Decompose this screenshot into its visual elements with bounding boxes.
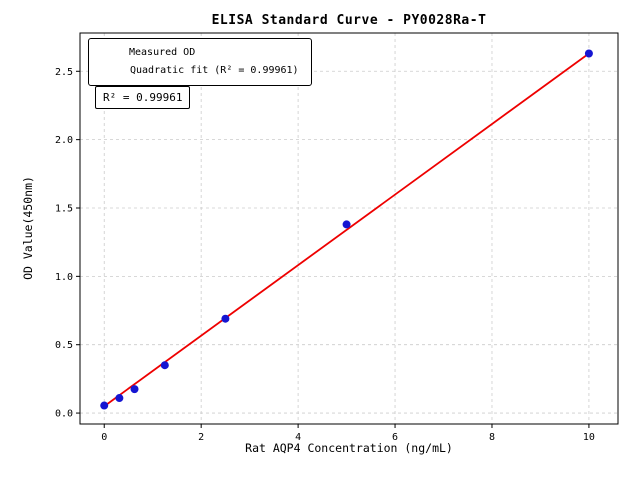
legend-label-quadratic-fit: Quadratic fit (R² = 0.99961) <box>130 65 299 76</box>
legend-entry-measured-od: Measured OD <box>99 48 299 58</box>
svg-text:1.0: 1.0 <box>55 272 73 283</box>
svg-text:2.5: 2.5 <box>55 67 73 78</box>
legend-entry-quadratic-fit: Quadratic fit (R² = 0.99961) <box>99 66 299 76</box>
fit-line-marker-icon <box>99 70 125 72</box>
legend-label-measured-od: Measured OD <box>129 47 196 58</box>
svg-text:6: 6 <box>392 432 398 443</box>
legend: Measured OD Quadratic fit (R² = 0.99961) <box>88 38 312 86</box>
y-axis-label: OD Value(450nm) <box>21 176 35 280</box>
svg-text:10: 10 <box>583 432 595 443</box>
x-axis-label: Rat AQP4 Concentration (ng/mL) <box>245 441 453 455</box>
svg-text:0: 0 <box>101 432 107 443</box>
svg-text:4: 4 <box>295 432 301 443</box>
svg-text:1.5: 1.5 <box>55 203 73 214</box>
svg-text:2: 2 <box>198 432 204 443</box>
svg-text:2.0: 2.0 <box>55 135 73 146</box>
measured-od-marker-icon <box>107 49 115 57</box>
svg-text:0.5: 0.5 <box>55 340 73 351</box>
r-squared-annotation: R² = 0.99961 <box>95 86 191 109</box>
svg-text:0.0: 0.0 <box>55 409 73 420</box>
chart-title: ELISA Standard Curve - PY0028Ra-T <box>211 13 487 28</box>
svg-text:8: 8 <box>489 432 495 443</box>
